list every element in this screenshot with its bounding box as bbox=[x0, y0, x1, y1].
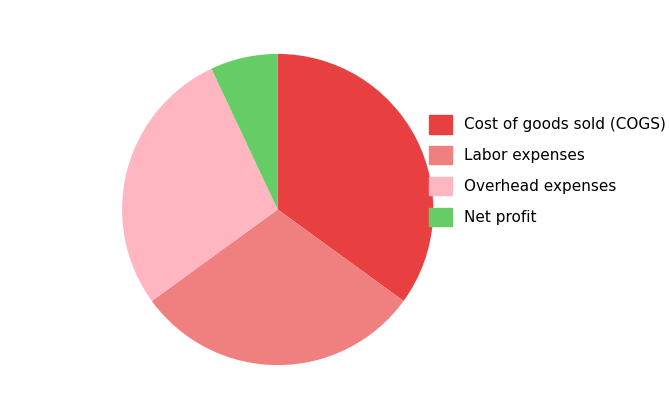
Wedge shape bbox=[278, 54, 434, 301]
Wedge shape bbox=[122, 69, 278, 301]
Wedge shape bbox=[152, 210, 403, 365]
Legend: Cost of goods sold (COGS), Labor expenses, Overhead expenses, Net profit: Cost of goods sold (COGS), Labor expense… bbox=[421, 107, 669, 234]
Wedge shape bbox=[211, 54, 278, 210]
